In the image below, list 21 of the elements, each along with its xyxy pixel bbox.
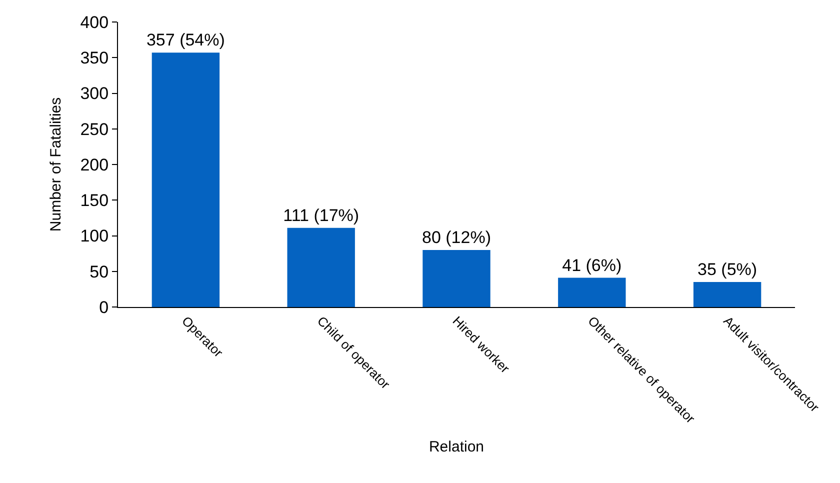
y-tick-label: 100	[80, 226, 109, 246]
data-label: 357 (54%)	[146, 30, 225, 50]
bar	[287, 228, 355, 307]
y-tick-label: 300	[80, 84, 109, 104]
data-label: 35 (5%)	[698, 260, 758, 280]
y-tick-label: 400	[80, 12, 109, 32]
y-tick-label: 150	[80, 191, 109, 210]
y-tick-label: 200	[80, 155, 109, 174]
bar	[693, 282, 762, 307]
y-tick-label: 0	[99, 298, 109, 317]
bar	[558, 278, 626, 307]
x-axis-title: Relation	[428, 438, 484, 456]
data-label: 111 (17%)	[283, 206, 360, 225]
bar	[152, 52, 220, 307]
y-tick-label: 250	[80, 120, 109, 139]
y-tick-label: 50	[90, 262, 109, 282]
data-label: 41 (6%)	[562, 256, 622, 275]
bar	[422, 250, 490, 307]
data-label: 80 (12%)	[422, 228, 491, 247]
y-axis-title: Number of Fatalities	[47, 97, 64, 232]
y-tick-label: 350	[80, 48, 109, 68]
